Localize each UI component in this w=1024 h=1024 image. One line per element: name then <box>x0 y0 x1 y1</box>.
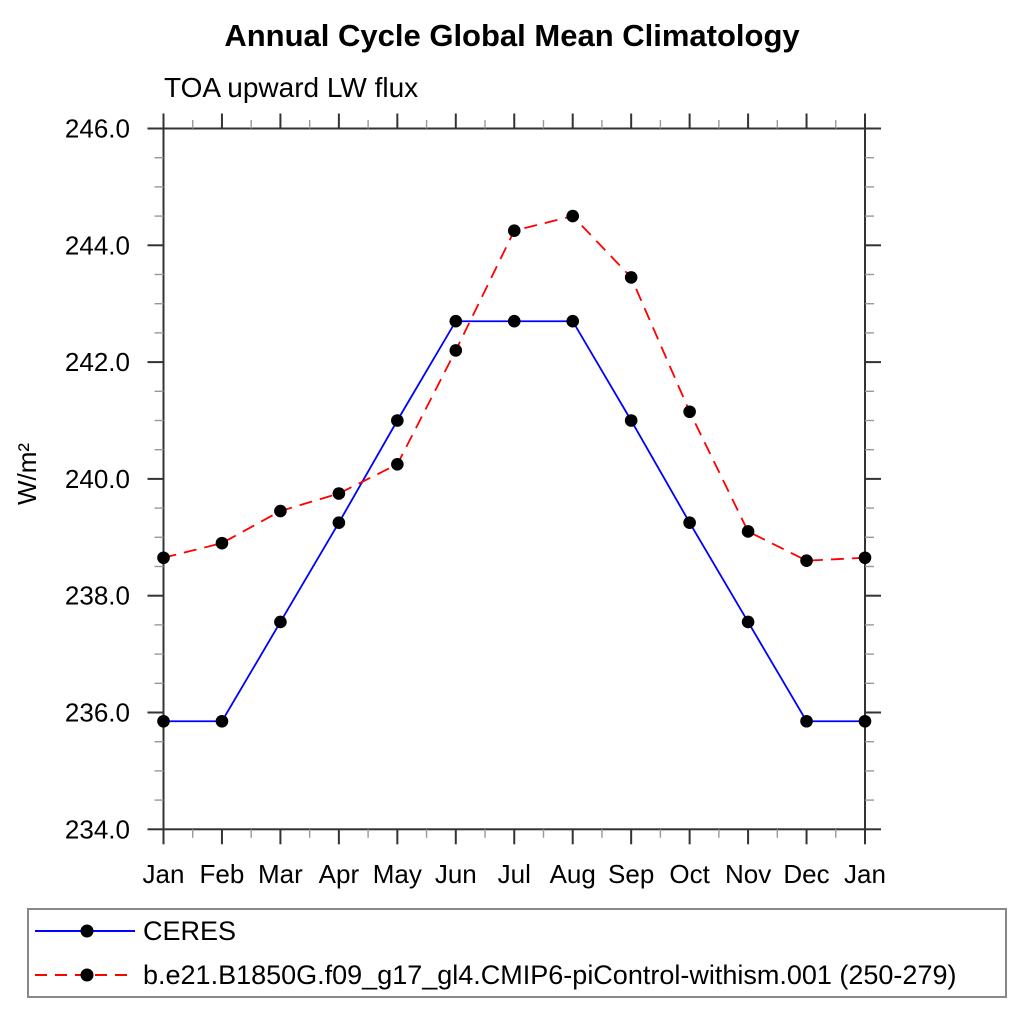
series-marker-ceres <box>741 615 755 629</box>
legend-marker-dot-icon <box>80 968 94 982</box>
legend-swatch-model <box>35 968 135 982</box>
y-axis-label: W/m² <box>12 443 42 505</box>
x-tick-label: May <box>373 859 422 889</box>
series-marker-ceres <box>215 714 229 728</box>
x-tick-label: Dec <box>783 859 829 889</box>
series-marker-model <box>800 554 813 567</box>
x-tick-label: Jun <box>435 859 477 889</box>
series-marker-model <box>157 551 170 565</box>
series-marker-ceres <box>624 414 638 427</box>
series-marker-model <box>449 344 463 357</box>
chart-title: Annual Cycle Global Mean Climatology <box>224 18 800 53</box>
series-line-ceres <box>163 320 865 723</box>
y-tick-label: 234.0 <box>65 814 130 844</box>
x-tick-label: Feb <box>200 859 245 889</box>
series-marker-ceres <box>332 516 346 529</box>
series-marker-model <box>507 224 521 237</box>
x-tick-label: Apr <box>319 859 360 889</box>
x-tick-label: Aug <box>550 859 596 889</box>
x-tick-label: Jan <box>143 859 185 889</box>
series-marker-ceres <box>800 714 813 728</box>
y-tick-label: 246.0 <box>65 114 130 144</box>
legend-swatch-ceres <box>35 924 135 938</box>
series-marker-model <box>624 271 638 284</box>
series-marker-ceres <box>507 314 521 328</box>
series-marker-model <box>215 536 229 550</box>
x-tick-label: Jul <box>498 859 531 889</box>
series-marker-model <box>858 551 872 565</box>
series-marker-ceres <box>858 714 872 728</box>
series-marker-ceres <box>157 714 170 728</box>
legend-label-model: b.e21.B1850G.f09_g17_gl4.CMIP6-piControl… <box>143 959 957 990</box>
series-marker-ceres <box>683 516 696 529</box>
legend-item-ceres: CERES <box>32 911 1005 951</box>
x-tick-label: Nov <box>725 859 771 889</box>
series-marker-model <box>683 405 696 419</box>
y-tick-label: 236.0 <box>65 698 130 728</box>
chart-subtitle: TOA upward LW flux <box>164 72 419 103</box>
series-line-model <box>163 215 866 562</box>
y-tick-label: 240.0 <box>65 464 130 494</box>
series-marker-model <box>566 209 580 223</box>
legend-item-model: b.e21.B1850G.f09_g17_gl4.CMIP6-piControl… <box>32 955 1005 995</box>
series-marker-ceres <box>566 314 580 328</box>
y-tick-label: 238.0 <box>65 581 130 611</box>
x-tick-label: Mar <box>258 859 303 889</box>
series-marker-ceres <box>274 615 287 629</box>
legend-label-ceres: CERES <box>143 915 237 946</box>
legend: CERES b.e21.B1850G.f09_g17_gl4.CMIP6-piC… <box>27 908 1007 998</box>
y-tick-label: 242.0 <box>65 347 130 377</box>
legend-marker-dot-icon <box>80 924 94 938</box>
x-tick-label: Jan <box>844 859 886 889</box>
x-tick-label: Sep <box>608 859 654 889</box>
series-marker-ceres <box>449 314 463 328</box>
series-marker-model <box>741 525 755 538</box>
y-tick-label: 244.0 <box>65 230 130 260</box>
x-tick-label: Oct <box>669 859 710 889</box>
series-marker-model <box>391 458 404 471</box>
series-marker-model <box>332 487 346 500</box>
series-marker-ceres <box>391 414 404 427</box>
series-marker-model <box>274 504 287 518</box>
